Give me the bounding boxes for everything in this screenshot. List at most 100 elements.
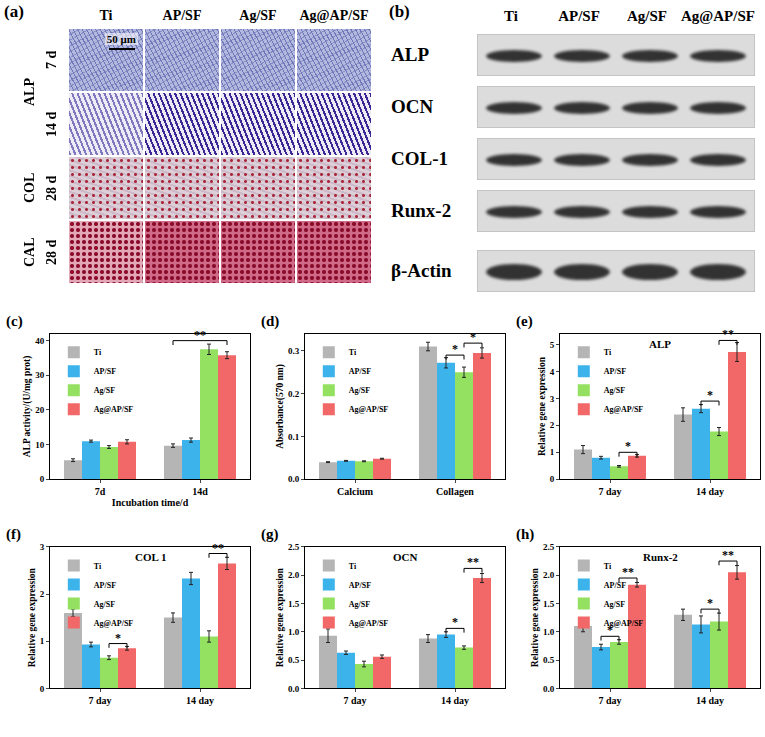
svg-text:3: 3: [550, 394, 555, 404]
svg-text:40: 40: [35, 336, 45, 346]
svg-text:*: *: [470, 330, 476, 344]
svg-text:2.5: 2.5: [543, 542, 555, 552]
svg-text:0.0: 0.0: [288, 474, 300, 484]
svg-text:Ag@AP/SF: Ag@AP/SF: [349, 405, 389, 414]
svg-text:Ti: Ti: [349, 348, 357, 357]
svg-text:(f): (f): [6, 526, 21, 543]
svg-text:Ag/SF: Ag/SF: [94, 600, 115, 609]
svg-text:4: 4: [550, 367, 555, 377]
svg-text:14 day: 14 day: [186, 695, 214, 706]
svg-text:**: **: [212, 541, 224, 555]
svg-text:**: **: [622, 565, 634, 579]
svg-text:5: 5: [550, 340, 555, 350]
svg-text:2.0: 2.0: [543, 570, 555, 580]
svg-text:1.0: 1.0: [288, 627, 300, 637]
html-text:ALP: ALP: [391, 44, 429, 65]
svg-text:Ti: Ti: [94, 562, 102, 571]
svg-text:(d): (d): [261, 313, 279, 330]
svg-text:Ag@AP/SF: Ag@AP/SF: [94, 405, 134, 414]
svg-text:14d: 14d: [192, 486, 208, 497]
svg-text:Ag@AP/SF: Ag@AP/SF: [604, 619, 644, 628]
svg-text:14 day: 14 day: [696, 486, 724, 497]
svg-text:*: *: [625, 439, 631, 453]
svg-text:OCN: OCN: [393, 551, 418, 563]
svg-text:AP/SF: AP/SF: [604, 367, 626, 376]
svg-text:AP/SF: AP/SF: [349, 581, 371, 590]
svg-text:7d: 7d: [95, 486, 106, 497]
svg-text:Relative gene expression: Relative gene expression: [537, 356, 547, 456]
svg-text:**: **: [722, 327, 734, 341]
svg-text:2.5: 2.5: [288, 542, 300, 552]
svg-text:1.0: 1.0: [543, 627, 555, 637]
svg-text:0: 0: [550, 474, 555, 484]
svg-text:Ti: Ti: [604, 562, 612, 571]
svg-text:AP/SF: AP/SF: [604, 581, 626, 590]
svg-text:0.2: 0.2: [288, 389, 300, 399]
svg-text:AP/SF: AP/SF: [349, 367, 371, 376]
svg-text:AP/SF: AP/SF: [94, 367, 116, 376]
svg-text:1.5: 1.5: [288, 599, 300, 609]
svg-text:14 day: 14 day: [441, 695, 469, 706]
svg-text:7 day: 7 day: [343, 695, 366, 706]
svg-text:(c): (c): [6, 313, 23, 330]
svg-text:Ag/SF: Ag/SF: [604, 600, 625, 609]
svg-text:(e): (e): [516, 313, 533, 330]
svg-text:Relative gene expression: Relative gene expression: [275, 567, 285, 667]
svg-text:(h): (h): [516, 526, 534, 543]
svg-text:0: 0: [40, 474, 45, 484]
svg-text:Ag/SF: Ag/SF: [349, 600, 370, 609]
svg-text:7 day: 7 day: [88, 695, 111, 706]
svg-text:*: *: [452, 615, 458, 629]
svg-text:Relative gene expression: Relative gene expression: [530, 567, 540, 667]
svg-text:*: *: [115, 631, 121, 645]
svg-text:0.5: 0.5: [288, 655, 300, 665]
svg-text:1: 1: [550, 447, 555, 457]
svg-text:ALP activity/(U/mg prot): ALP activity/(U/mg prot): [22, 356, 33, 458]
svg-text:20: 20: [35, 405, 45, 415]
svg-text:Ag/SF: Ag/SF: [94, 386, 115, 395]
svg-text:Calcium: Calcium: [337, 486, 374, 497]
svg-text:*: *: [452, 342, 458, 356]
svg-text:(g): (g): [261, 526, 279, 543]
svg-text:0.3: 0.3: [288, 346, 300, 356]
svg-text:30: 30: [35, 370, 45, 380]
html-text:OCN: OCN: [391, 96, 434, 117]
svg-text:Ag/SF: Ag/SF: [604, 386, 625, 395]
svg-text:*: *: [707, 388, 713, 402]
svg-text:Relative gene expression: Relative gene expression: [27, 567, 37, 667]
svg-text:Ti: Ti: [604, 348, 612, 357]
svg-text:0.5: 0.5: [543, 655, 555, 665]
svg-text:*: *: [707, 596, 713, 610]
svg-text:3: 3: [40, 542, 45, 552]
svg-text:0: 0: [40, 684, 45, 694]
svg-text:Incubation time/d: Incubation time/d: [112, 497, 189, 508]
svg-text:7 day: 7 day: [598, 695, 621, 706]
svg-text:**: **: [722, 548, 734, 562]
svg-text:Ag@AP/SF: Ag@AP/SF: [349, 619, 389, 628]
svg-text:2: 2: [550, 420, 555, 430]
svg-text:Ag/SF: Ag/SF: [349, 386, 370, 395]
svg-text:Ti: Ti: [94, 348, 102, 357]
svg-text:COL 1: COL 1: [135, 551, 166, 563]
svg-text:7 day: 7 day: [598, 486, 621, 497]
svg-text:Ag@AP/SF: Ag@AP/SF: [604, 405, 644, 414]
svg-text:0.0: 0.0: [543, 684, 555, 694]
svg-text:0.0: 0.0: [288, 684, 300, 694]
svg-text:10: 10: [35, 440, 45, 450]
svg-text:Ti: Ti: [349, 562, 357, 571]
svg-text:Collagen: Collagen: [436, 486, 474, 497]
svg-text:14 day: 14 day: [696, 695, 724, 706]
svg-text:0.1: 0.1: [288, 432, 300, 442]
svg-text:**: **: [194, 328, 206, 342]
svg-text:Runx-2: Runx-2: [643, 551, 678, 563]
svg-text:2: 2: [40, 589, 45, 599]
svg-text:1: 1: [40, 636, 45, 646]
svg-text:*: *: [607, 623, 613, 637]
svg-text:**: **: [467, 555, 479, 569]
svg-text:Absorbance(570 nm): Absorbance(570 nm): [275, 364, 286, 449]
svg-text:2.0: 2.0: [288, 570, 300, 580]
svg-text:AP/SF: AP/SF: [94, 581, 116, 590]
svg-text:ALP: ALP: [649, 338, 671, 350]
svg-text:1.5: 1.5: [543, 599, 555, 609]
svg-text:Ag@AP/SF: Ag@AP/SF: [94, 619, 134, 628]
